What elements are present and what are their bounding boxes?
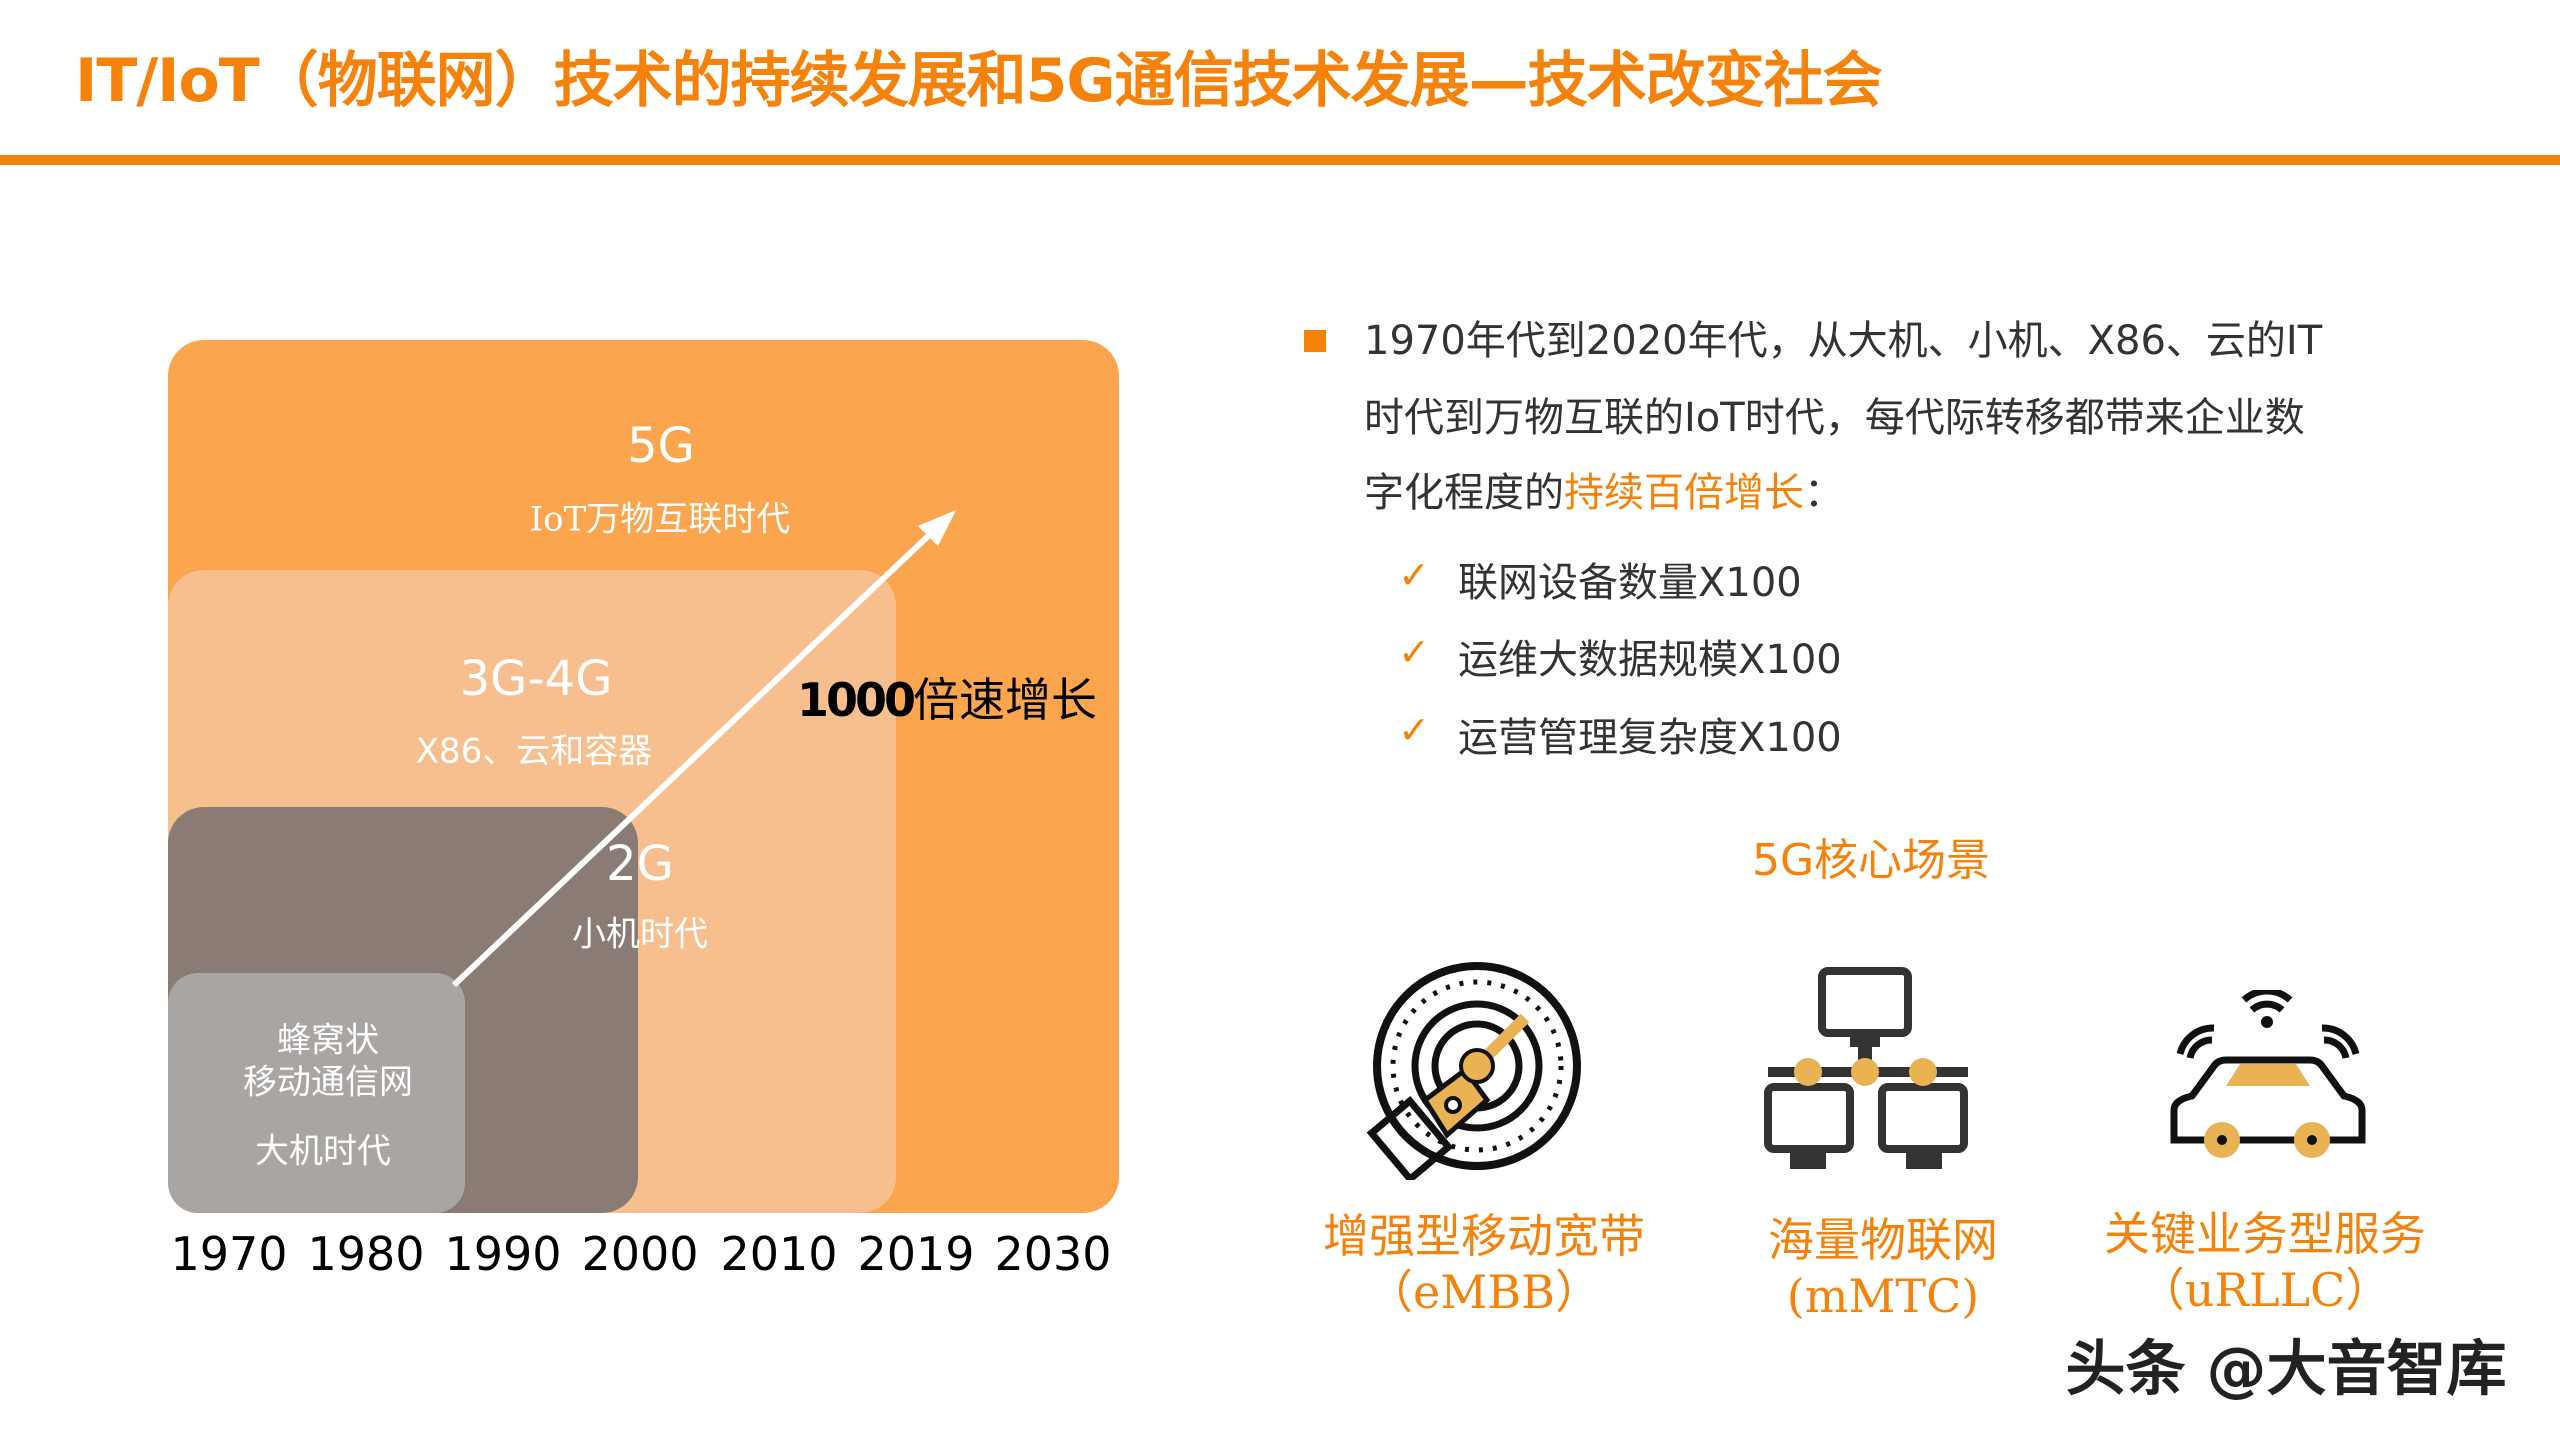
scenario-urllc: 关键业务型服务 （uRLLC）: [2104, 1206, 2426, 1318]
check-icon: ✓: [1398, 708, 1430, 752]
network-icon: [1764, 967, 1968, 1169]
scenarios-heading: 5G核心场景: [1751, 835, 1991, 886]
page-title: IT/IoT（物联网）技术的持续发展和5G通信技术发展—技术改变社会: [75, 46, 1883, 116]
year-label: 1980: [307, 1227, 425, 1281]
summary-line-1: 1970年代到2020年代，从大机、小机、X86、云的IT: [1364, 318, 2323, 364]
scenario-abbr: （uRLLC）: [2138, 1263, 2392, 1317]
year-label: 2010: [720, 1227, 838, 1281]
summary-line-2: 时代到万物互联的IoT时代，每代际转移都带来企业数: [1364, 395, 2305, 441]
check-item: 联网设备数量X100: [1458, 560, 1802, 606]
year-label: 2000: [581, 1227, 699, 1281]
summary-text: ：: [1804, 470, 1844, 516]
summary-line-3: 字化程度的持续百倍增长：: [1364, 455, 1844, 531]
watermark: 头条 @大音智库: [2065, 1334, 2507, 1405]
year-label: 1970: [170, 1227, 288, 1281]
check-item: 运营管理复杂度X100: [1458, 715, 1842, 761]
box-cellular: [168, 973, 465, 1213]
scenario-abbr: （eMBB）: [1367, 1265, 1601, 1319]
era-3g4g-name: 3G-4G: [459, 651, 613, 707]
growth-label: 1000倍速增长: [797, 664, 1097, 730]
summary-text: 字化程度的: [1364, 470, 1564, 516]
era-5g-desc: IoT万物互联时代: [529, 499, 791, 540]
year-label: 2030: [994, 1227, 1112, 1281]
scenario-embb: 增强型移动宽带 （eMBB）: [1323, 1208, 1645, 1320]
scenario-label: 关键业务型服务: [2104, 1207, 2426, 1261]
era-cellular-name-2: 移动通信网: [243, 1062, 413, 1103]
bullet-square-icon: [1304, 330, 1326, 352]
growth-number: 1000: [796, 673, 916, 727]
check-item: 运维大数据规模X100: [1458, 637, 1842, 683]
era-5g-name: 5G: [627, 418, 695, 474]
era-2g-desc: 小机时代: [572, 914, 708, 955]
title-divider: [0, 155, 2560, 165]
connected-car-icon: [2170, 990, 2366, 1158]
speedometer-icon: [1366, 962, 1581, 1180]
era-2g-name: 2G: [606, 836, 674, 892]
year-label: 1990: [444, 1227, 562, 1281]
era-3g4g-desc: X86、云和容器: [415, 731, 653, 772]
era-cellular-desc: 大机时代: [255, 1131, 391, 1172]
growth-text: 倍速增长: [913, 673, 1098, 727]
scenario-label: 增强型移动宽带: [1323, 1209, 1645, 1263]
check-icon: ✓: [1398, 630, 1430, 674]
check-icon: ✓: [1398, 553, 1430, 597]
growth-arrow: [451, 510, 956, 988]
summary-highlight: 持续百倍增长: [1564, 470, 1804, 516]
scenario-abbr: (mMTC): [1786, 1269, 1980, 1323]
scenario-label: 海量物联网: [1768, 1213, 1998, 1267]
era-cellular-name-1: 蜂窝状: [277, 1020, 379, 1061]
year-label: 2019: [857, 1227, 975, 1281]
scenario-mmtc: 海量物联网 (mMTC): [1768, 1212, 1998, 1324]
